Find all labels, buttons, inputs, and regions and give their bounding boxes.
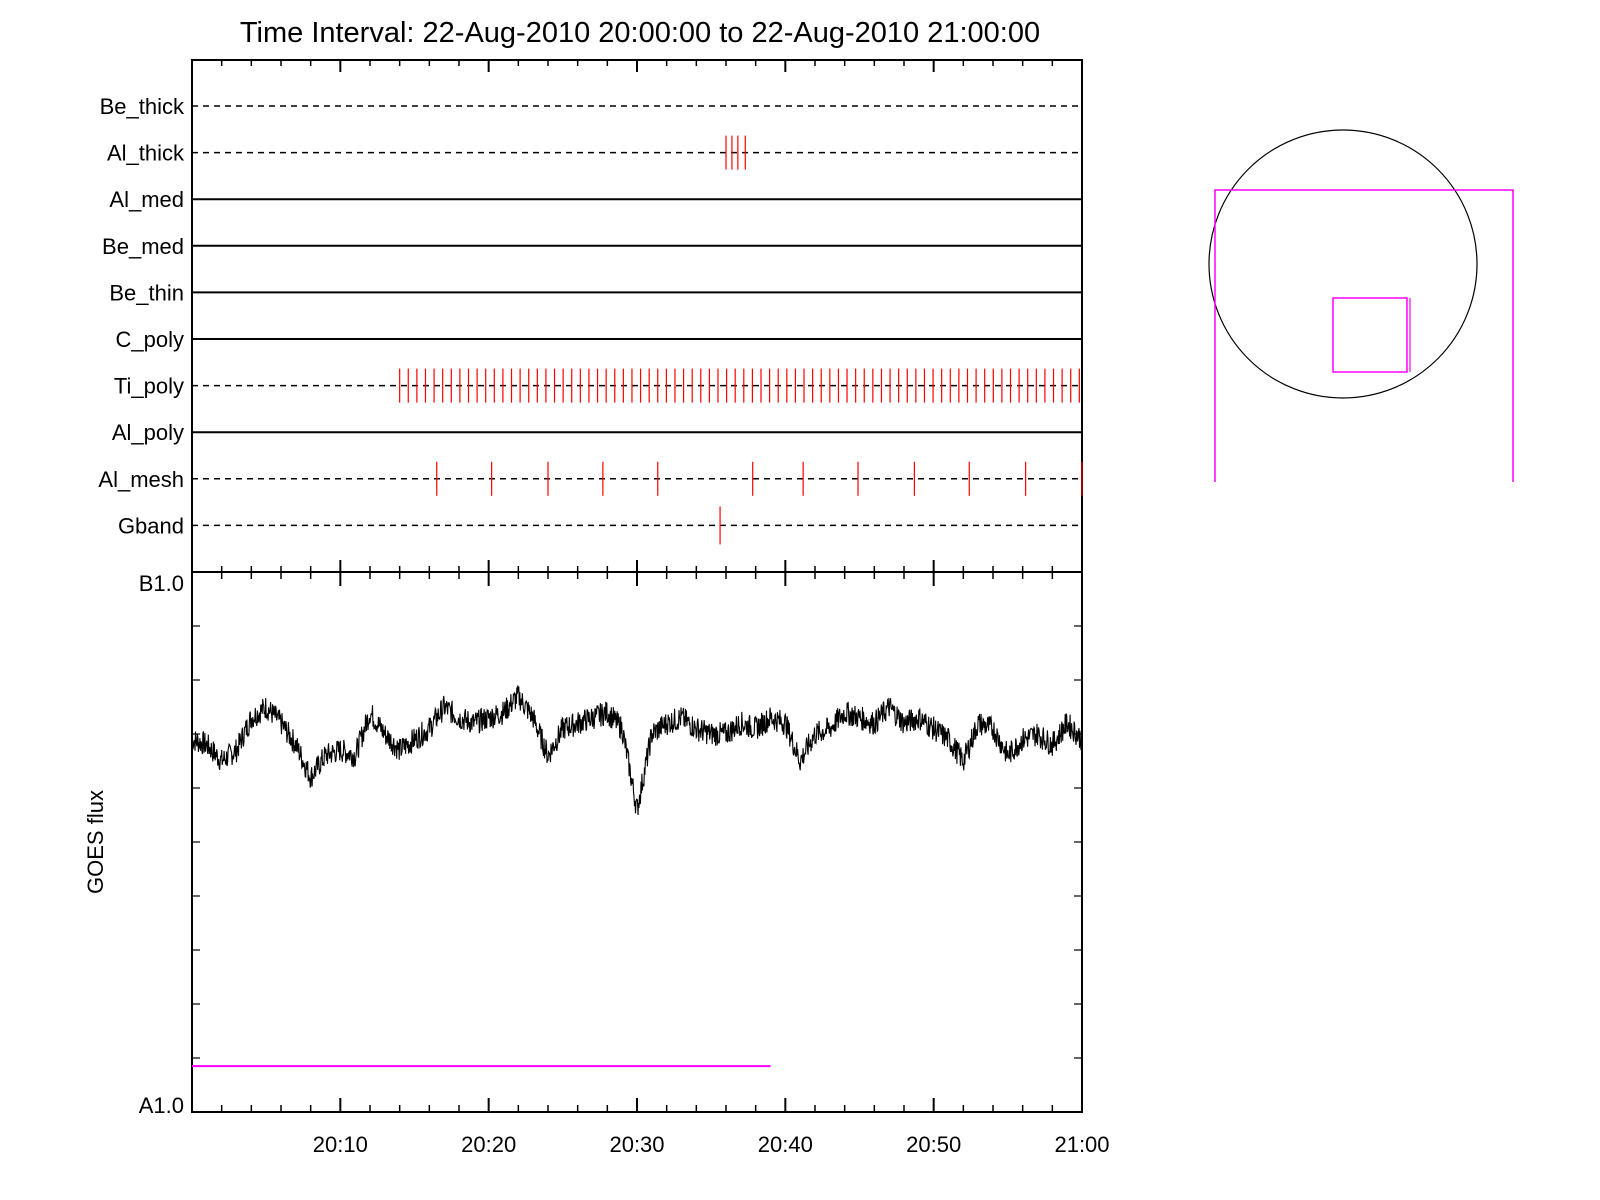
event-row-label: C_poly [116, 327, 184, 352]
chart-title: Time Interval: 22-Aug-2010 20:00:00 to 2… [240, 17, 1040, 49]
goes-x-tick-label: 20:10 [313, 1132, 368, 1157]
event-row-label: Be_thick [100, 94, 185, 119]
event-panel-x-ticks [220, 60, 1054, 572]
event-row: Gband [118, 506, 1082, 545]
target-box [1332, 297, 1408, 373]
event-row-label: Al_med [109, 187, 184, 212]
goes-y-ticks [192, 625, 1082, 1059]
event-row-label: Al_mesh [98, 467, 184, 492]
event-row: Al_thick [107, 135, 1082, 170]
y-tick-label-top: B1.0 [139, 571, 184, 596]
event-row: Be_thick [100, 94, 1082, 119]
goes-panel-frame [191, 571, 1083, 1113]
event-timeline-panel: Be_thick Al_thick Al_med Be_med Be_thin C_pol… [98, 59, 1083, 573]
y-tick-label-bottom: A1.0 [139, 1093, 184, 1118]
field-of-view-frame [1214, 189, 1514, 482]
goes-x-ticks [220, 572, 1054, 1112]
goes-flux-panel: B1.0 A1.0 GOES flux 20:10 20:20 20:30 20:40… [83, 571, 1110, 1157]
goes-x-tick-label: 20:40 [758, 1132, 813, 1157]
event-row-label: Al_thick [107, 141, 185, 166]
event-row-label: Al_poly [112, 420, 184, 445]
event-row-label: Be_thin [109, 280, 184, 305]
goes-x-tick-label: 20:30 [609, 1132, 664, 1157]
goes-flux-line [191, 685, 1083, 816]
event-row: Be_thin [109, 280, 1082, 305]
event-row-label: Be_med [102, 234, 184, 259]
goes-series [191, 685, 1083, 1068]
event-row: Be_med [102, 234, 1082, 259]
event-row: Ti_poly [114, 368, 1082, 403]
pointing-diagram [1208, 129, 1514, 482]
goes-x-tick-labels: 20:10 20:20 20:30 20:40 20:50 21:00 [313, 1132, 1110, 1157]
solar-disk-circle [1208, 129, 1478, 399]
event-row: Al_med [109, 187, 1082, 212]
goes-x-tick-label: 20:20 [461, 1132, 516, 1157]
event-row-label: Ti_poly [114, 374, 184, 399]
event-rows: Be_thick Al_thick Al_med Be_med Be_thin C_pol… [98, 94, 1083, 545]
event-row: C_poly [116, 327, 1082, 352]
event-row: Al_poly [112, 420, 1082, 445]
event-panel-frame [191, 59, 1083, 573]
goes-x-tick-label: 20:50 [906, 1132, 961, 1157]
goes-x-tick-label: 21:00 [1054, 1132, 1109, 1157]
event-row-label: Gband [118, 513, 184, 538]
event-row: Al_mesh [98, 461, 1083, 496]
y-axis-label: GOES flux [83, 790, 108, 894]
